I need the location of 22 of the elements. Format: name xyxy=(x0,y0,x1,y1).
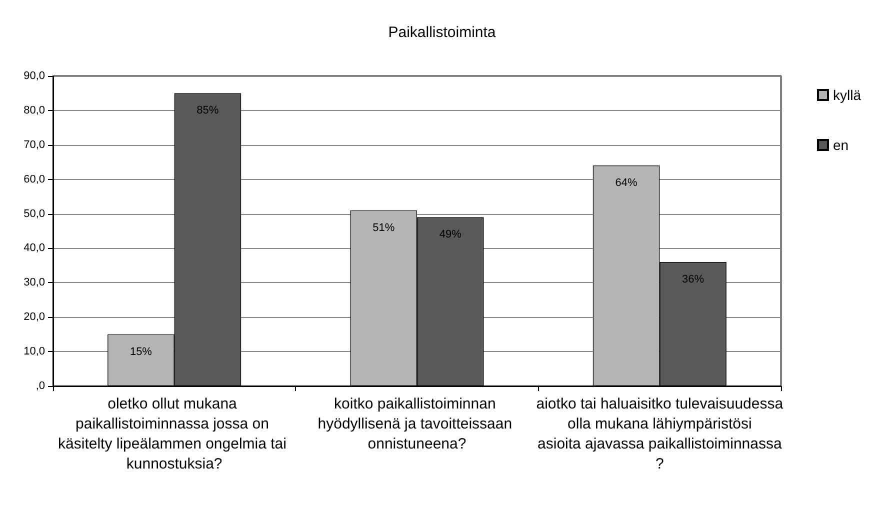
y-tick-label: 10,0 xyxy=(24,346,45,358)
y-tick-label: 40,0 xyxy=(24,242,45,254)
x-tick-label: koitko paikallistoiminnan hyödyllisenä ja tavoitteissaan onnistuneena? xyxy=(318,396,516,452)
data-label: 15% xyxy=(130,346,152,358)
y-tick-label: 70,0 xyxy=(24,138,45,151)
y-tick-label: 50,0 xyxy=(24,208,45,220)
y-tick-label: 30,0 xyxy=(24,276,45,289)
y-tick-label: ,0 xyxy=(36,380,45,392)
legend-label: en xyxy=(832,137,849,153)
chart-title: Paikallistoiminta xyxy=(388,24,496,41)
data-label: 51% xyxy=(372,222,395,234)
y-tick-label: 60,0 xyxy=(24,173,45,186)
x-tick-label: oletko ollut mukana paikallistoiminnassa jossa on käsitelty lipeälammen ongelmia tai kunnostuksia? xyxy=(58,396,291,472)
data-label: 64% xyxy=(615,177,638,190)
x-tick-label: aiotko tai haluaisitko tulevaisuudessa olla mukana lähiympäristösi asioita ajavassa paikallistoiminnassa? xyxy=(536,396,784,472)
y-tick-label: 20,0 xyxy=(24,311,45,324)
y-tick-label: 80,0 xyxy=(24,104,45,116)
y-tick-label: 90,0 xyxy=(24,70,45,82)
data-label: 85% xyxy=(196,104,219,117)
legend-label: kyllä xyxy=(832,87,862,103)
data-label: 36% xyxy=(682,274,704,286)
data-label: 49% xyxy=(439,228,462,241)
